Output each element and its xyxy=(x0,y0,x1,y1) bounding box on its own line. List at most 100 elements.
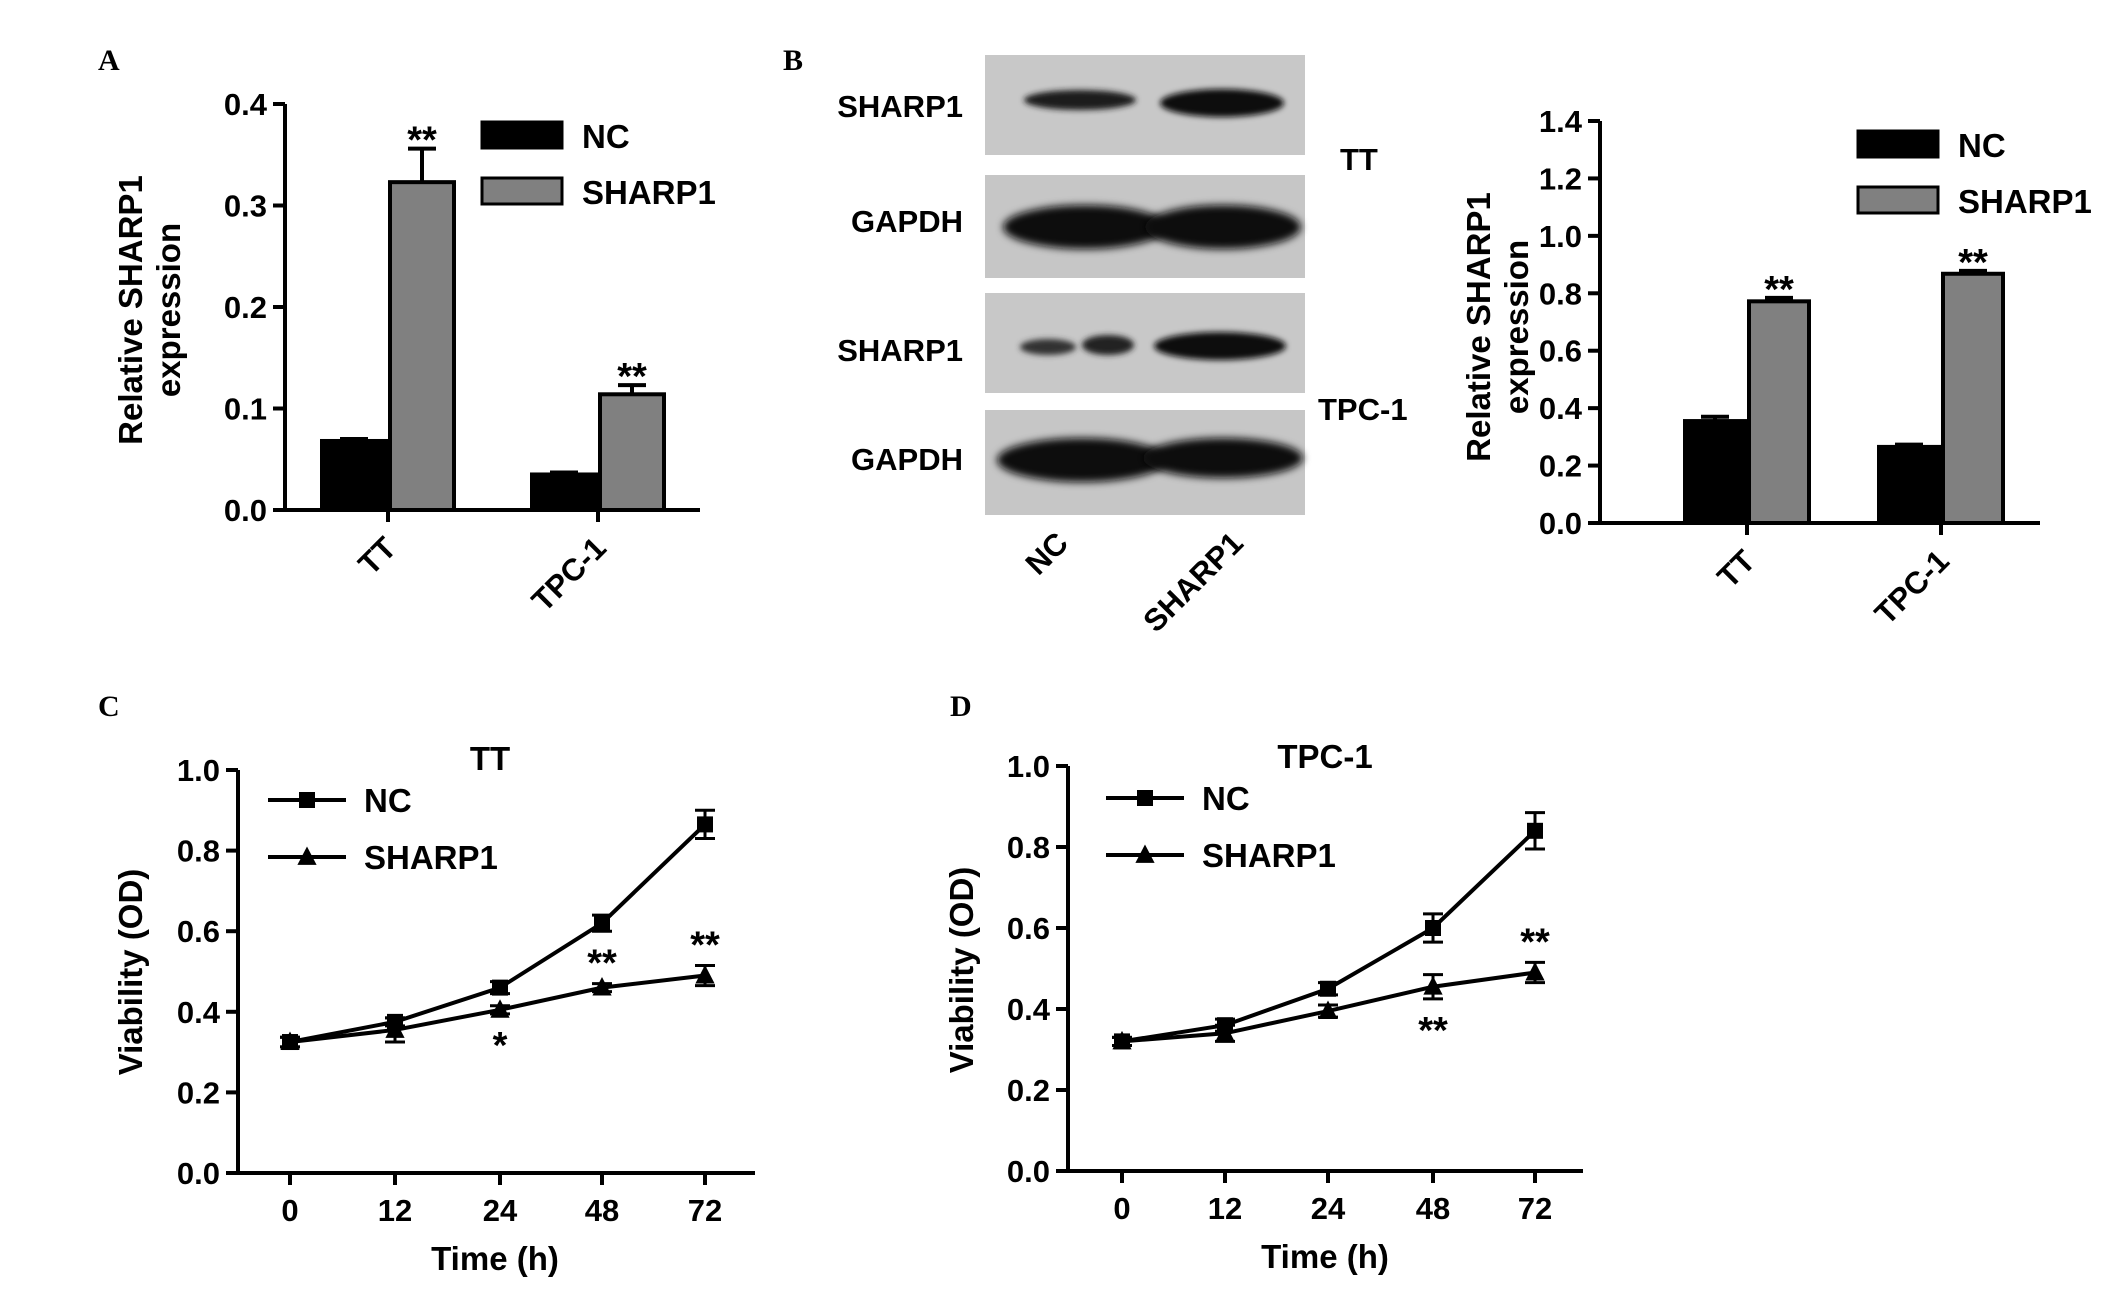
legend-label: NC xyxy=(582,118,630,155)
y-tick-label: 1.0 xyxy=(1007,749,1050,784)
chart-d: 0.0 0.2 0.4 0.6 0.8 1.0 0 12 24 48 72 Time (h) Viabi… xyxy=(943,738,1583,1275)
y-tick-label: 0.6 xyxy=(177,914,220,949)
band-sharp1-tpc1-nc-right xyxy=(1082,335,1134,355)
legend-swatch xyxy=(1856,129,1940,159)
significance-mark: * xyxy=(493,1025,508,1067)
legend-label: SHARP1 xyxy=(364,839,498,876)
data-point-triangle xyxy=(1135,844,1155,863)
y-tick-label: 0.2 xyxy=(177,1075,220,1110)
x-tick-label: 48 xyxy=(1416,1191,1450,1226)
data-point-triangle xyxy=(1423,976,1443,995)
y-tick-label: 0.1 xyxy=(224,392,267,427)
y-axis-label: expression xyxy=(150,223,187,397)
chart-b: 0.0 0.2 0.4 0.6 0.8 1.0 1.2 1.4 Relative SHARP1 e… xyxy=(1460,104,2092,631)
y-tick-label: 1.0 xyxy=(177,753,220,788)
data-point-triangle xyxy=(1525,961,1545,981)
x-tick-label: TPC-1 xyxy=(525,530,613,618)
western-blot: SHARP1 GAPDH SHARP1 GAPDH TT TPC-1 NC SH… xyxy=(837,55,1408,639)
significance-mark: ** xyxy=(1764,269,1794,311)
data-point-square xyxy=(299,792,315,808)
data-point-square xyxy=(1527,822,1543,839)
bar xyxy=(530,472,598,513)
x-tick-label: 24 xyxy=(483,1193,518,1228)
x-tick-label: 72 xyxy=(1518,1191,1552,1226)
significance-mark: ** xyxy=(587,943,617,985)
y-tick-label: 0.0 xyxy=(224,493,267,528)
y-tick-label: 0.4 xyxy=(1539,391,1583,426)
y-tick-label: 0.2 xyxy=(1007,1073,1050,1108)
significance-mark: ** xyxy=(690,924,720,966)
x-tick-label: 72 xyxy=(688,1193,722,1228)
legend-label: SHARP1 xyxy=(582,174,716,211)
data-point-square xyxy=(594,915,610,932)
y-tick-label: 1.2 xyxy=(1539,161,1582,196)
x-tick-label: TT xyxy=(1710,543,1762,595)
panel-label-b: B xyxy=(783,44,803,77)
y-axis-label: expression xyxy=(1498,240,1535,414)
y-tick-label: 0.8 xyxy=(1539,276,1582,311)
y-tick-label: 0.8 xyxy=(1007,830,1050,865)
legend-label: SHARP1 xyxy=(1958,183,2092,220)
x-tick-label: TT xyxy=(351,530,403,582)
x-tick-label: TPC-1 xyxy=(1868,543,1956,631)
bar xyxy=(1747,299,1811,525)
bar xyxy=(320,438,388,513)
blot-lane-label-nc: NC xyxy=(1019,525,1075,581)
y-tick-label: 0.0 xyxy=(1007,1154,1050,1189)
x-tick-label: 0 xyxy=(281,1193,298,1228)
band-sharp1-tpc1-nc-left xyxy=(1020,339,1076,355)
legend-label: NC xyxy=(1958,127,2006,164)
band-sharp1-tt-nc xyxy=(1024,90,1136,110)
significance-mark: ** xyxy=(407,120,437,162)
data-point-square xyxy=(697,816,713,833)
y-tick-label: 0.2 xyxy=(224,290,267,325)
data-point-square xyxy=(1425,920,1441,936)
x-tick-label: 24 xyxy=(1311,1191,1346,1226)
x-tick-label: 12 xyxy=(1208,1191,1242,1226)
blot-row-label-gapdh-tpc1: GAPDH xyxy=(851,442,963,477)
y-axis-label: Relative SHARP1 xyxy=(1460,192,1497,462)
y-tick-label: 0.4 xyxy=(224,87,268,122)
x-tick-label: 12 xyxy=(378,1193,412,1228)
data-point-square xyxy=(1137,790,1153,806)
band-sharp1-tt-sharp1 xyxy=(1160,89,1284,117)
data-point-triangle xyxy=(297,846,317,865)
y-tick-label: 0.0 xyxy=(177,1156,220,1191)
bar xyxy=(388,180,456,512)
data-point-triangle xyxy=(1318,1000,1338,1019)
bar xyxy=(598,392,666,513)
legend-label: NC xyxy=(1202,780,1250,817)
legend-swatch xyxy=(480,176,564,206)
band-gapdh-tt-sharp1 xyxy=(1145,205,1301,249)
data-point-square xyxy=(492,979,508,996)
blot-cell-line-tpc1: TPC-1 xyxy=(1318,392,1408,427)
y-axis-label: Relative SHARP1 xyxy=(112,175,149,445)
y-tick-label: 1.0 xyxy=(1539,219,1582,254)
band-gapdh-tpc1-sharp1 xyxy=(1143,438,1303,478)
bar xyxy=(1941,271,2005,526)
data-point-square xyxy=(1320,980,1336,997)
panel-label-c: C xyxy=(98,690,120,723)
chart-a: 0.0 0.1 0.2 0.3 0.4 Relative SHARP1 expression… xyxy=(112,87,716,618)
band-sharp1-tpc1-sharp1 xyxy=(1154,332,1286,360)
bar xyxy=(1683,419,1747,526)
y-tick-label: 0.0 xyxy=(1539,506,1582,541)
chart-title: TT xyxy=(470,740,510,777)
blot-row-label-gapdh-tt: GAPDH xyxy=(851,204,963,239)
x-tick-label: 0 xyxy=(1113,1191,1130,1226)
y-tick-label: 0.3 xyxy=(224,189,267,224)
blot-lane-label-sharp1: SHARP1 xyxy=(1136,525,1250,639)
legend-swatch xyxy=(480,120,564,150)
y-tick-label: 0.4 xyxy=(177,995,221,1030)
significance-mark: ** xyxy=(1418,1010,1448,1052)
y-tick-label: 0.6 xyxy=(1539,334,1582,369)
panel-label-a: A xyxy=(98,44,120,77)
y-axis-label: Viability (OD) xyxy=(112,869,149,1076)
y-tick-label: 1.4 xyxy=(1539,104,1583,139)
data-point-triangle xyxy=(490,999,510,1018)
x-axis-label: Time (h) xyxy=(431,1240,559,1277)
significance-mark: ** xyxy=(617,356,647,398)
panel-label-d: D xyxy=(950,690,972,723)
blot-cell-line-tt: TT xyxy=(1340,142,1378,177)
